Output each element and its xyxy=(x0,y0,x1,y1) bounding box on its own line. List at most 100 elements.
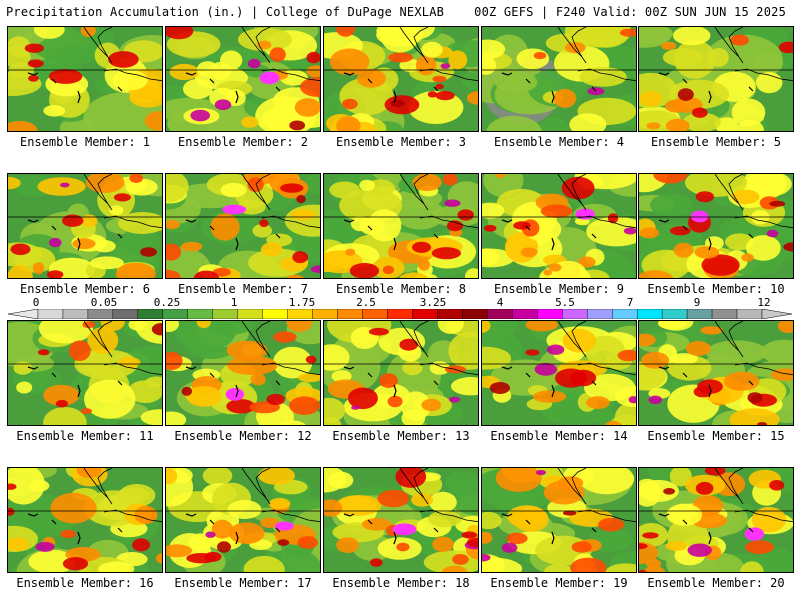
florida-coastline xyxy=(714,174,744,211)
florida-coastline xyxy=(83,468,113,505)
ensemble-member-map xyxy=(165,467,321,573)
cuba-coastline xyxy=(577,215,636,229)
island-outlines xyxy=(185,219,281,251)
cuba-coastline xyxy=(261,215,320,229)
island-outlines xyxy=(501,219,597,251)
colorbar-step xyxy=(62,309,89,319)
member-label: Ensemble Member: 2 xyxy=(177,135,309,149)
member-label: Ensemble Member: 7 xyxy=(177,282,309,296)
island-outlines xyxy=(27,366,123,398)
colorbar-step xyxy=(636,309,663,319)
ensemble-member-map xyxy=(7,320,163,426)
ensemble-member-map xyxy=(7,26,163,132)
model-valid-time: 00Z GEFS | F240 Valid: 00Z SUN JUN 15 20… xyxy=(474,5,786,19)
florida-coastline xyxy=(557,174,587,211)
ensemble-member-map xyxy=(638,173,794,279)
member-label: Ensemble Member: 20 xyxy=(647,576,785,590)
member-label: Ensemble Member: 11 xyxy=(16,429,154,443)
colorbar-step xyxy=(187,309,213,319)
florida-coastline xyxy=(241,321,271,358)
colorbar-tick: 9 xyxy=(693,296,701,309)
colorbar-step xyxy=(287,309,313,319)
cuba-coastline xyxy=(261,68,320,82)
colorbar-tick: 1 xyxy=(230,296,238,309)
colorbar-step xyxy=(612,309,638,319)
colorbar-tick: 0.25 xyxy=(153,296,181,309)
florida-coastline xyxy=(241,468,271,505)
member-label: Ensemble Member: 5 xyxy=(650,135,782,149)
colorbar-step xyxy=(512,309,538,319)
island-outlines xyxy=(343,72,439,104)
florida-coastline xyxy=(399,321,429,358)
ensemble-member-map xyxy=(165,173,321,279)
florida-coastline xyxy=(399,468,429,505)
member-label: Ensemble Member: 19 xyxy=(490,576,628,590)
cuba-coastline xyxy=(103,68,162,82)
ensemble-member-map xyxy=(638,320,794,426)
colorbar-tick: 3.25 xyxy=(419,296,447,309)
island-outlines xyxy=(343,219,439,251)
ensemble-member-map xyxy=(481,320,637,426)
cuba-coastline xyxy=(577,68,636,82)
florida-coastline xyxy=(714,321,744,358)
ensemble-member-map xyxy=(481,26,637,132)
ensemble-member-map xyxy=(638,26,794,132)
ensemble-member-map xyxy=(165,26,321,132)
colorbar-step xyxy=(87,309,114,319)
cuba-coastline xyxy=(419,215,478,229)
island-outlines xyxy=(27,219,123,251)
florida-coastline xyxy=(83,27,113,64)
island-outlines xyxy=(343,366,439,398)
florida-coastline xyxy=(557,468,587,505)
colorbar-step xyxy=(412,309,438,319)
island-outlines xyxy=(501,366,597,398)
island-outlines xyxy=(185,72,281,104)
colorbar-tick: 12 xyxy=(757,296,771,309)
precip-colorbar xyxy=(8,309,792,319)
cuba-coastline xyxy=(734,362,793,376)
florida-coastline xyxy=(83,174,113,211)
member-label: Ensemble Member: 17 xyxy=(174,576,312,590)
colorbar-step xyxy=(237,309,263,319)
island-outlines xyxy=(658,219,754,251)
colorbar-step xyxy=(337,309,363,319)
ensemble-member-map xyxy=(323,173,479,279)
colorbar-tick: 0.05 xyxy=(90,296,118,309)
colorbar-step xyxy=(537,309,563,319)
florida-coastline xyxy=(241,27,271,64)
cuba-coastline xyxy=(734,68,793,82)
florida-coastline xyxy=(557,321,587,358)
cuba-coastline xyxy=(577,362,636,376)
cuba-coastline xyxy=(103,509,162,523)
cuba-coastline xyxy=(103,215,162,229)
cuba-coastline xyxy=(577,509,636,523)
island-outlines xyxy=(185,366,281,398)
florida-coastline xyxy=(557,27,587,64)
colorbar-step xyxy=(562,309,588,319)
cuba-coastline xyxy=(734,509,793,523)
colorbar-step xyxy=(212,309,238,319)
colorbar-step xyxy=(387,309,413,319)
member-label: Ensemble Member: 6 xyxy=(19,282,151,296)
colorbar-tick: 4 xyxy=(496,296,504,309)
florida-coastline xyxy=(399,27,429,64)
ensemble-member-map xyxy=(323,26,479,132)
ensemble-member-map xyxy=(323,320,479,426)
ensemble-member-map xyxy=(7,467,163,573)
member-label: Ensemble Member: 9 xyxy=(493,282,625,296)
member-label: Ensemble Member: 16 xyxy=(16,576,154,590)
colorbar-max-arrow xyxy=(761,309,792,319)
cuba-coastline xyxy=(419,509,478,523)
florida-coastline xyxy=(399,174,429,211)
island-outlines xyxy=(658,366,754,398)
island-outlines xyxy=(658,72,754,104)
colorbar-step xyxy=(736,309,763,319)
colorbar-min-arrow xyxy=(8,309,39,319)
island-outlines xyxy=(343,513,439,545)
florida-coastline xyxy=(714,468,744,505)
member-label: Ensemble Member: 13 xyxy=(332,429,470,443)
member-label: Ensemble Member: 14 xyxy=(490,429,628,443)
member-label: Ensemble Member: 3 xyxy=(335,135,467,149)
island-outlines xyxy=(501,513,597,545)
island-outlines xyxy=(501,72,597,104)
